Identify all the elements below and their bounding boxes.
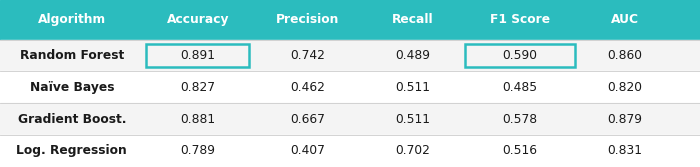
Text: 0.590: 0.590 — [503, 49, 538, 62]
Text: 0.511: 0.511 — [395, 113, 430, 126]
Bar — [0, 103, 700, 135]
Text: Precision: Precision — [276, 13, 340, 26]
Text: Log. Regression: Log. Regression — [16, 144, 127, 157]
Text: 0.485: 0.485 — [502, 81, 538, 94]
Bar — [0, 71, 700, 103]
Text: Algorithm: Algorithm — [38, 13, 106, 26]
Text: 0.462: 0.462 — [290, 81, 326, 94]
Text: AUC: AUC — [610, 13, 638, 26]
Text: 0.860: 0.860 — [608, 49, 643, 62]
Text: 0.489: 0.489 — [395, 49, 430, 62]
Text: 0.789: 0.789 — [180, 144, 215, 157]
Bar — [0, 135, 700, 167]
Bar — [0, 40, 700, 71]
Text: 0.667: 0.667 — [290, 113, 326, 126]
Text: 0.742: 0.742 — [290, 49, 326, 62]
Text: F1 Score: F1 Score — [490, 13, 550, 26]
Text: 0.702: 0.702 — [395, 144, 430, 157]
Text: 0.820: 0.820 — [608, 81, 643, 94]
Text: Naïve Bayes: Naïve Bayes — [29, 81, 114, 94]
Text: 0.578: 0.578 — [502, 113, 538, 126]
Text: 0.891: 0.891 — [180, 49, 215, 62]
Bar — [0, 0, 700, 40]
Text: 0.879: 0.879 — [608, 113, 643, 126]
Text: Random Forest: Random Forest — [20, 49, 124, 62]
Text: 0.827: 0.827 — [180, 81, 215, 94]
Bar — [465, 44, 575, 67]
Text: 0.516: 0.516 — [503, 144, 538, 157]
Text: 0.407: 0.407 — [290, 144, 326, 157]
Text: Accuracy: Accuracy — [167, 13, 229, 26]
Text: 0.511: 0.511 — [395, 81, 430, 94]
Text: 0.881: 0.881 — [180, 113, 216, 126]
Text: Gradient Boost.: Gradient Boost. — [18, 113, 126, 126]
Bar — [146, 44, 249, 67]
Text: Recall: Recall — [392, 13, 434, 26]
Text: 0.831: 0.831 — [608, 144, 643, 157]
